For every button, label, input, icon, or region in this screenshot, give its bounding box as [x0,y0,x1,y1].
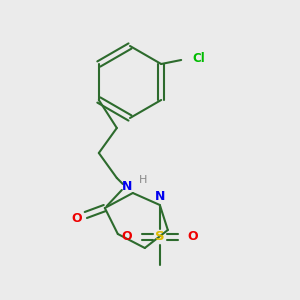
Text: S: S [155,230,165,244]
Text: O: O [122,230,132,244]
Text: H: H [139,175,147,185]
Text: N: N [122,179,132,193]
Text: Cl: Cl [192,52,205,65]
Text: O: O [188,230,198,244]
Text: N: N [154,190,165,203]
Text: O: O [71,212,82,224]
